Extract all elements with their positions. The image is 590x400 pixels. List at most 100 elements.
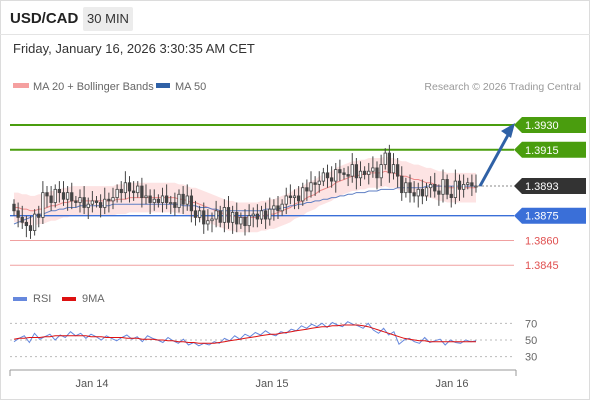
candle bbox=[45, 186, 49, 208]
ma20-legend-label: MA 20 + Bollinger Bands bbox=[33, 81, 154, 93]
candle-body bbox=[107, 198, 111, 202]
price-legend: MA 20 + Bollinger Bands MA 50 Research ©… bbox=[13, 81, 581, 93]
candle-body bbox=[119, 188, 123, 194]
candle-body bbox=[358, 170, 363, 179]
rsi-legend-label: RSI bbox=[33, 293, 51, 305]
candle bbox=[395, 158, 400, 188]
candle-body bbox=[90, 200, 95, 205]
candle-body bbox=[32, 213, 37, 231]
candle bbox=[111, 187, 115, 210]
candle bbox=[103, 187, 107, 215]
candle bbox=[144, 184, 148, 205]
candle bbox=[284, 187, 288, 215]
candle bbox=[301, 182, 305, 206]
candle-body bbox=[115, 188, 119, 198]
candle-body bbox=[131, 190, 136, 194]
candle-body bbox=[313, 182, 317, 185]
candle bbox=[375, 161, 379, 190]
candle bbox=[197, 205, 202, 223]
candle-body bbox=[428, 184, 433, 189]
candle-body bbox=[321, 172, 326, 182]
candle-body bbox=[230, 212, 235, 223]
candle bbox=[449, 186, 453, 208]
candle-body bbox=[412, 192, 416, 197]
chart-datetime: Friday, January 16, 2026 3:30:35 AM CET bbox=[13, 41, 255, 56]
candle-body bbox=[354, 164, 359, 179]
candle bbox=[391, 153, 396, 180]
candle-body bbox=[111, 197, 115, 202]
candle bbox=[181, 186, 185, 215]
candle-body bbox=[317, 180, 321, 185]
candle-body bbox=[375, 167, 379, 179]
candle bbox=[354, 158, 359, 190]
candle bbox=[367, 162, 371, 185]
candle bbox=[350, 153, 354, 183]
header-divider bbox=[0, 34, 590, 35]
candle-body bbox=[218, 210, 222, 223]
candle bbox=[177, 189, 181, 213]
candle-body bbox=[206, 220, 210, 225]
candle bbox=[169, 195, 173, 215]
candle bbox=[424, 182, 429, 201]
candle-body bbox=[441, 179, 445, 195]
candle-body bbox=[371, 167, 375, 172]
level-badge-shape bbox=[514, 207, 586, 224]
candle-body bbox=[144, 195, 148, 198]
candle bbox=[193, 200, 198, 226]
level-label: 1.3845 bbox=[525, 260, 559, 272]
candle bbox=[346, 166, 350, 187]
candle-body bbox=[148, 195, 152, 203]
candle bbox=[276, 195, 280, 220]
candle-body bbox=[433, 184, 437, 192]
candle bbox=[230, 205, 235, 234]
candle bbox=[140, 177, 144, 208]
candle bbox=[358, 161, 363, 187]
candle-body bbox=[243, 216, 247, 227]
candle-body bbox=[305, 187, 309, 192]
candle bbox=[296, 186, 301, 210]
candle-body bbox=[202, 210, 206, 225]
candle bbox=[292, 189, 297, 210]
level-badge-1.3915: 1.3915 bbox=[514, 141, 586, 158]
candle bbox=[235, 202, 239, 233]
candle-body bbox=[136, 185, 140, 194]
candle-body bbox=[247, 215, 251, 227]
candle-body bbox=[424, 187, 429, 197]
rsi-tick-label: 30 bbox=[525, 352, 537, 364]
candle-body bbox=[24, 221, 29, 227]
candle bbox=[416, 182, 420, 208]
candle bbox=[334, 162, 338, 193]
copyright-label: Research © 2026 Trading Central bbox=[424, 81, 581, 93]
candle bbox=[32, 209, 37, 236]
candle-body bbox=[461, 184, 466, 190]
candle-body bbox=[292, 195, 297, 198]
chart-header: USD/CAD 30 MIN bbox=[0, 0, 590, 36]
level-label: 1.3860 bbox=[525, 235, 559, 247]
x-tick-label: Jan 15 bbox=[255, 378, 288, 390]
candle bbox=[74, 195, 78, 208]
candle bbox=[272, 199, 276, 221]
candle bbox=[206, 209, 210, 231]
candle-body bbox=[453, 180, 458, 198]
candle-body bbox=[342, 172, 346, 175]
rsi-legend-swatch bbox=[13, 297, 27, 301]
candle bbox=[243, 209, 247, 236]
candle bbox=[408, 174, 412, 203]
candle bbox=[453, 169, 458, 205]
candle-body bbox=[474, 185, 478, 188]
level-badge-1.3893: 1.3893 bbox=[514, 178, 586, 195]
x-tick-label: Jan 14 bbox=[75, 378, 108, 390]
interval-selector[interactable]: 30 MIN bbox=[83, 7, 133, 31]
candle-body bbox=[20, 216, 24, 223]
ma50-legend-swatch bbox=[156, 83, 170, 88]
candle bbox=[305, 179, 309, 201]
level-label: 1.3915 bbox=[525, 145, 559, 157]
candle bbox=[185, 184, 189, 211]
candle-body bbox=[391, 164, 396, 174]
candle-body bbox=[53, 188, 57, 203]
candle bbox=[115, 184, 119, 203]
candle-body bbox=[82, 197, 86, 208]
candle-body bbox=[222, 207, 227, 223]
candle bbox=[136, 181, 140, 198]
candle-body bbox=[437, 190, 441, 195]
